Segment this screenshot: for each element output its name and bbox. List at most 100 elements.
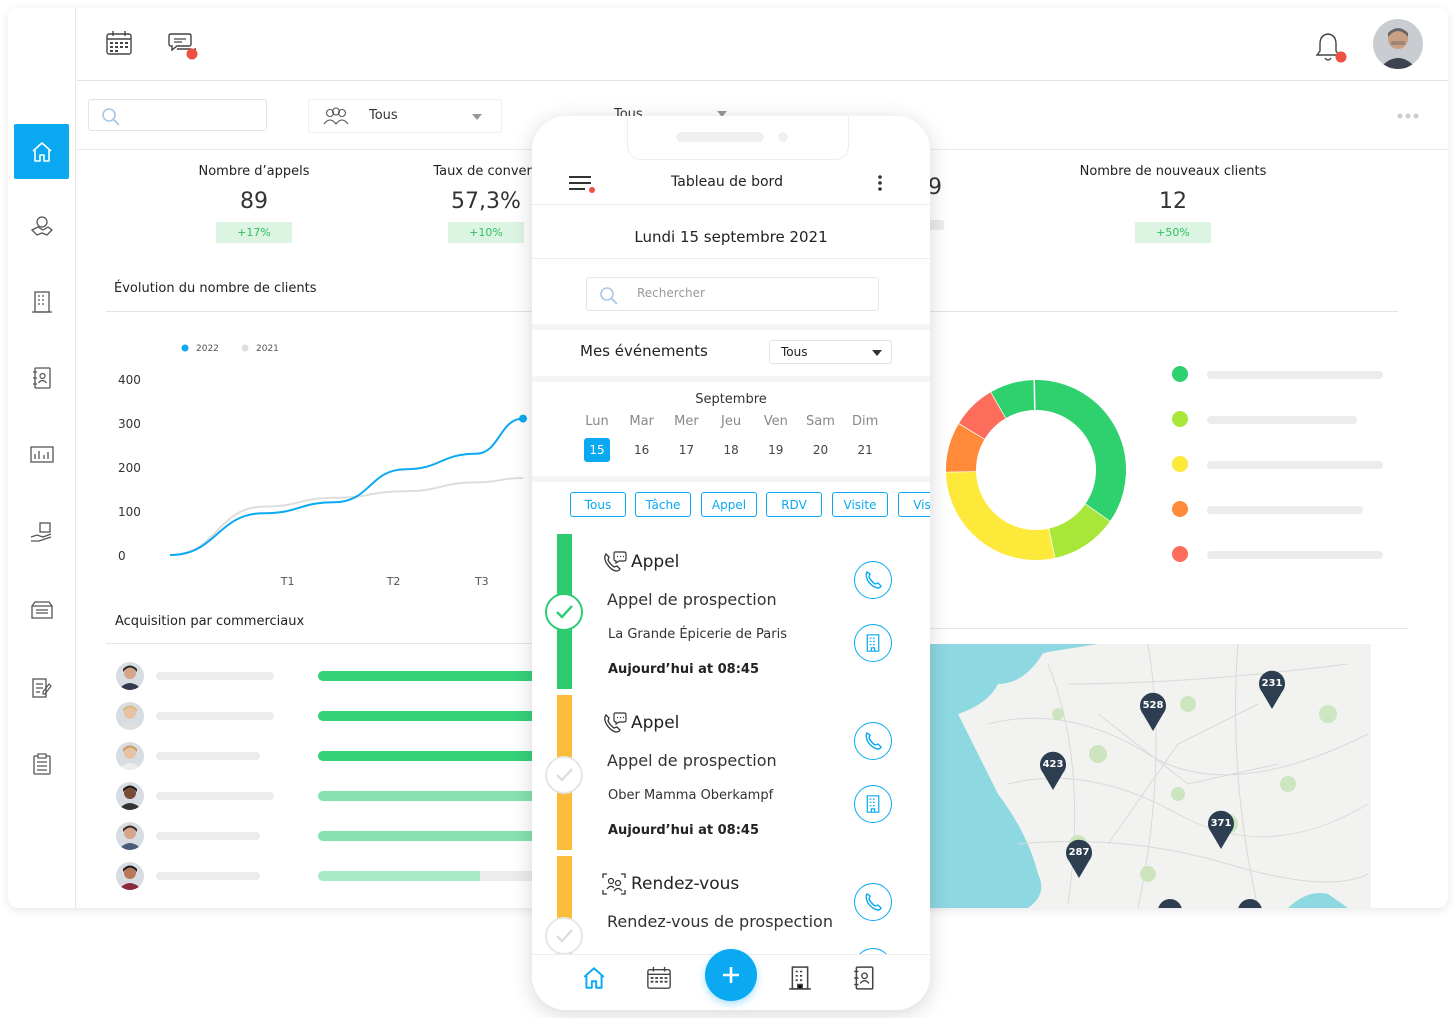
event-title: Appel de prospection	[607, 751, 777, 770]
phone-title: Tableau de bord	[671, 174, 783, 190]
sidebar-item-home[interactable]	[14, 124, 69, 179]
map-marker[interactable]: 528	[1139, 692, 1167, 732]
map-marker[interactable]: 231	[1258, 670, 1286, 710]
day-selected[interactable]: 15	[584, 438, 610, 462]
nav-home-icon[interactable]	[581, 965, 607, 991]
phone-call-icon	[601, 550, 627, 574]
add-button[interactable]	[705, 949, 757, 1001]
acquisition-bar	[318, 711, 548, 721]
events-filter-select[interactable]: Tous	[769, 340, 892, 364]
sidebar-item-companies[interactable]	[14, 274, 69, 329]
kpi-label: Taux de convers	[433, 164, 539, 179]
filter-pill[interactable]: Tâche	[635, 492, 691, 517]
name-placeholder	[156, 752, 260, 760]
day-number[interactable]: 16	[634, 443, 650, 457]
bell-icon[interactable]	[1313, 30, 1347, 66]
filter-pill[interactable]: Tous	[570, 492, 626, 517]
filter-pill[interactable]: Visite	[832, 492, 888, 517]
acquisition-bar	[318, 671, 548, 681]
salesperson-row[interactable]	[108, 700, 548, 732]
salesperson-row[interactable]	[108, 820, 548, 852]
event-card[interactable]: Appel Appel de prospection La Grande Épice…	[532, 534, 930, 692]
day-number[interactable]: 21	[857, 443, 873, 457]
nav-calendar-icon[interactable]	[646, 965, 672, 991]
kebab-menu-icon[interactable]	[878, 175, 882, 191]
filter-pill[interactable]: Visit	[898, 492, 930, 517]
filter-pill[interactable]: Appel	[701, 492, 757, 517]
completed-check-icon[interactable]	[545, 593, 583, 631]
kpi-delta-badge: +50%	[1135, 222, 1211, 243]
nav-contacts-icon[interactable]	[852, 964, 876, 992]
legend-swatch	[1172, 546, 1188, 562]
nav-companies-icon[interactable]	[788, 964, 812, 992]
sidebar-item-tasks[interactable]	[14, 736, 69, 791]
map-marker[interactable]	[1156, 898, 1184, 908]
call-button[interactable]	[854, 883, 892, 921]
map-marker[interactable]: 423	[1039, 751, 1067, 791]
kpi-value: 12	[1159, 189, 1187, 214]
map-marker[interactable]: 287	[1065, 839, 1093, 879]
sales-map[interactable]: 528 231 423 371 287	[928, 644, 1371, 908]
phone-search-input[interactable]: Rechercher	[586, 277, 879, 311]
call-button[interactable]	[854, 722, 892, 760]
sidebar-item-delivery[interactable]	[14, 504, 69, 559]
event-title: Rendez-vous de prospection	[607, 912, 833, 931]
plus-icon	[723, 967, 739, 983]
product-box-icon	[30, 600, 53, 619]
search-input[interactable]	[88, 99, 267, 131]
salesperson-row[interactable]	[108, 860, 548, 892]
name-placeholder	[156, 792, 274, 800]
events-filter-value: Tous	[781, 345, 808, 359]
salesperson-row[interactable]	[108, 740, 548, 772]
call-button[interactable]	[854, 561, 892, 599]
name-placeholder	[156, 832, 260, 840]
sidebar-item-quotes[interactable]	[14, 660, 69, 715]
team-select-value: Tous	[369, 108, 398, 123]
donut-slice	[946, 423, 986, 472]
donut-chart	[946, 380, 1126, 560]
day-number[interactable]: 19	[768, 443, 784, 457]
calendar-icon[interactable]	[105, 30, 133, 56]
pending-check-icon[interactable]	[545, 756, 583, 794]
donut-slice	[946, 470, 1055, 560]
sidebar-item-contacts[interactable]	[14, 350, 69, 405]
team-select[interactable]: Tous	[308, 99, 502, 133]
chat-icon[interactable]	[165, 30, 201, 62]
event-type-filters: Tous Tâche Appel RDV Visite Visit	[532, 492, 930, 520]
more-options-icon[interactable]	[1397, 113, 1419, 119]
sidebar-item-products[interactable]	[14, 582, 69, 637]
map-marker-count: 423	[1042, 759, 1064, 770]
avatar[interactable]	[1373, 19, 1423, 69]
event-type: Appel	[631, 713, 680, 733]
document-pen-icon	[31, 677, 52, 698]
event-company: La Grande Épicerie de Paris	[608, 627, 787, 642]
map-marker[interactable]: 371	[1207, 810, 1235, 850]
company-button[interactable]	[854, 624, 892, 662]
acquisition-bar	[318, 831, 548, 841]
company-button[interactable]	[854, 785, 892, 823]
event-card[interactable]: Rendez-vous Rendez-vous de prospection	[532, 856, 930, 1010]
acquisition-bar	[318, 871, 480, 881]
sidebar-item-deals[interactable]	[14, 198, 69, 253]
avatar	[116, 782, 144, 810]
day-number[interactable]: 17	[678, 443, 695, 457]
sidebar-item-reports[interactable]	[14, 426, 69, 481]
pending-check-icon[interactable]	[545, 917, 583, 955]
kpi-conversion: Taux de convers 57,3% +10%	[386, 164, 586, 243]
map-marker[interactable]	[1236, 898, 1264, 908]
chart-legend: 2022 2021	[181, 344, 279, 354]
acquisition-bar	[318, 791, 548, 801]
day-number[interactable]: 20	[812, 443, 829, 457]
filter-pill[interactable]: RDV	[766, 492, 822, 517]
menu-icon[interactable]	[569, 174, 597, 194]
phone-call-icon	[601, 711, 627, 735]
legend-placeholder	[1207, 506, 1363, 514]
shop-chart-icon	[29, 445, 54, 463]
salesperson-row[interactable]	[108, 660, 548, 692]
event-card[interactable]: Appel Appel de prospection Ober Mamma Ober…	[532, 695, 930, 853]
day-number[interactable]: 18	[723, 443, 739, 457]
avatar	[116, 742, 144, 770]
phone-notch	[627, 116, 849, 160]
sidebar	[8, 8, 76, 908]
salesperson-row[interactable]	[108, 780, 548, 812]
